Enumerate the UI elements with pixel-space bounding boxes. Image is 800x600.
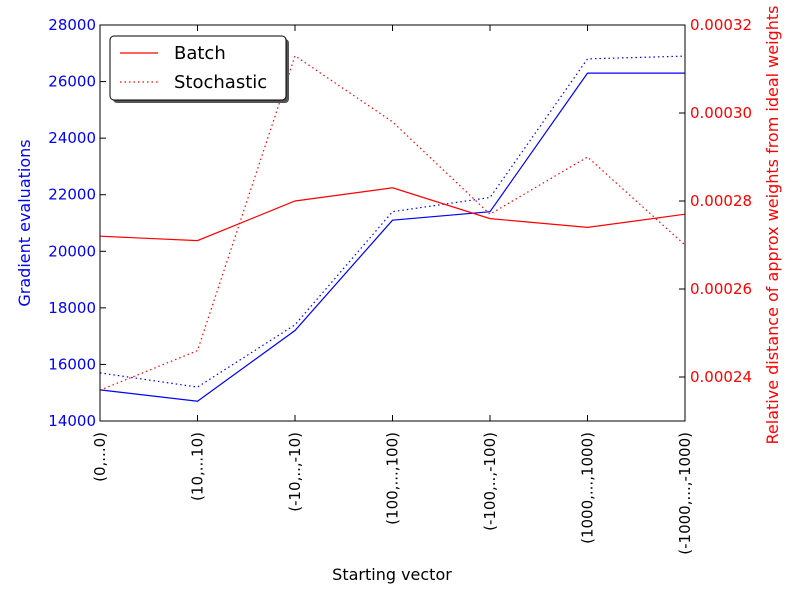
ticks-layer: (0,...0) (10,...10) (-10,..,-10) (100,...,1… [48, 16, 752, 555]
y-left-tick-label: 24000 [48, 129, 96, 147]
legend-box [109, 35, 287, 101]
y-left-tick-label: 18000 [48, 299, 96, 317]
series-line-right-stochastic [99, 54, 686, 391]
x-tick-label: (-10,..,-10) [286, 432, 304, 512]
x-tick-label: (100,...,100) [384, 432, 402, 525]
legend-label-stochastic: Stochastic [174, 72, 267, 93]
y-axis-right-label: Relative distance of approx weights from… [763, 6, 782, 445]
y-right-tick-label: 0.00030 [690, 104, 752, 122]
y-axis-left-label: Gradient evaluations [15, 139, 34, 306]
series-line-left-batch [99, 72, 685, 402]
series-layer [99, 54, 686, 402]
x-tick-label: (10,...10) [189, 432, 207, 501]
y-right-tick-label: 0.00024 [690, 368, 752, 386]
x-tick-label: (1000,...,1000) [579, 432, 597, 544]
legend-label-batch: Batch [174, 43, 226, 64]
series-line-right-batch [99, 187, 686, 242]
x-tick-label: (-100,..,-100) [481, 432, 499, 531]
series-line-left-stochastic [99, 55, 686, 388]
y-right-tick-label: 0.00028 [690, 192, 752, 210]
y-right-tick-label: 0.00032 [690, 16, 752, 34]
y-left-tick-label: 26000 [48, 73, 96, 91]
legend: Batch Stochastic [109, 35, 289, 103]
y-left-tick-label: 22000 [48, 186, 96, 204]
y-left-tick-label: 20000 [48, 242, 96, 260]
y-right-tick-label: 0.00026 [690, 280, 752, 298]
x-axis-label: Starting vector [332, 565, 452, 584]
x-tick-label: (0,...0) [91, 432, 109, 482]
y-left-tick-label: 14000 [48, 412, 96, 430]
y-left-tick-label: 28000 [48, 16, 96, 34]
x-tick-label: (-1000,...,-1000) [676, 432, 694, 555]
y-left-tick-label: 16000 [48, 355, 96, 373]
